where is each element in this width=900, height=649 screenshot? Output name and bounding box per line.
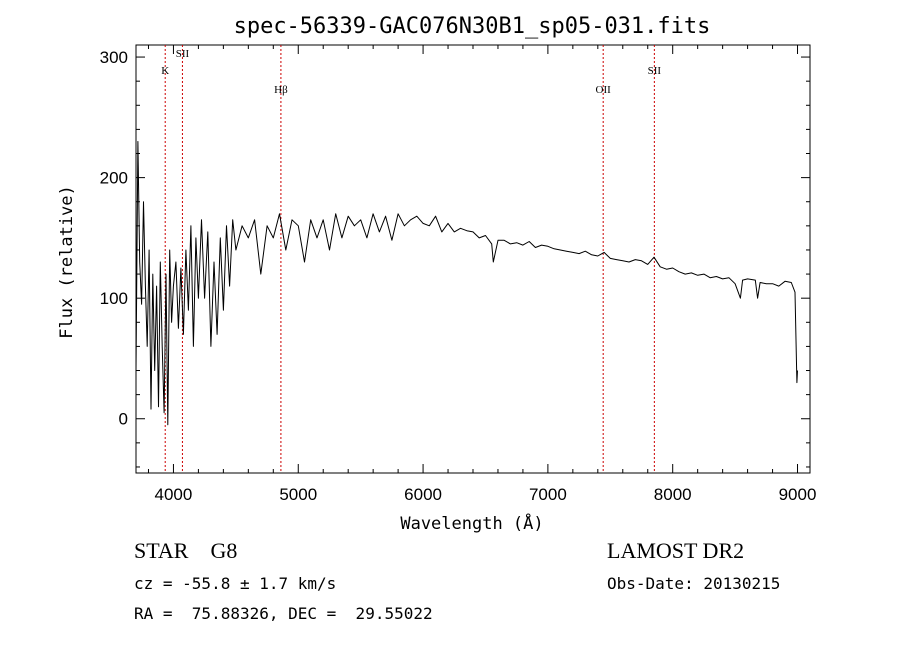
y-tick-label-2: 200 bbox=[100, 169, 128, 188]
survey-name-text: LAMOST DR2 bbox=[607, 538, 745, 563]
obs-date-text: Obs-Date: 20130215 bbox=[607, 574, 781, 593]
marker-label-3: OII bbox=[596, 84, 612, 96]
emission-line-markers: K SII Hβ OII SII bbox=[161, 45, 661, 473]
x-tick-label-4: 8000 bbox=[654, 485, 692, 504]
object-class-text: STAR G8 bbox=[134, 538, 238, 563]
axes: 4000 5000 6000 7000 8000 9000 0 100 200 300 bbox=[100, 45, 817, 504]
x-tick-label-5: 9000 bbox=[779, 485, 817, 504]
coordinates-text: RA = 75.88326, DEC = 29.55022 bbox=[134, 604, 433, 623]
x-tick-label-1: 5000 bbox=[279, 485, 317, 504]
y-tick-label-1: 100 bbox=[100, 289, 128, 308]
x-tick-label-3: 7000 bbox=[529, 485, 567, 504]
x-axis-label: Wavelength (Å) bbox=[400, 512, 543, 534]
marker-label-2: Hβ bbox=[274, 84, 288, 96]
y-tick-label-3: 300 bbox=[100, 48, 128, 67]
y-axis-label: Flux (relative) bbox=[57, 185, 77, 339]
x-tick-label-2: 6000 bbox=[404, 485, 442, 504]
spectrum-line bbox=[135, 141, 798, 426]
marker-label-0: K bbox=[161, 65, 169, 77]
chart-title: spec-56339-GAC076N30B1_sp05-031.fits bbox=[234, 14, 711, 39]
redshift-text: cz = -55.8 ± 1.7 km/s bbox=[134, 574, 337, 593]
plot-frame bbox=[135, 44, 811, 474]
marker-label-4: SII bbox=[648, 65, 662, 77]
y-tick-label-0: 0 bbox=[119, 410, 128, 429]
spectrum-series bbox=[135, 141, 798, 426]
marker-label-1: SII bbox=[176, 48, 190, 60]
x-tick-label-0: 4000 bbox=[155, 485, 193, 504]
